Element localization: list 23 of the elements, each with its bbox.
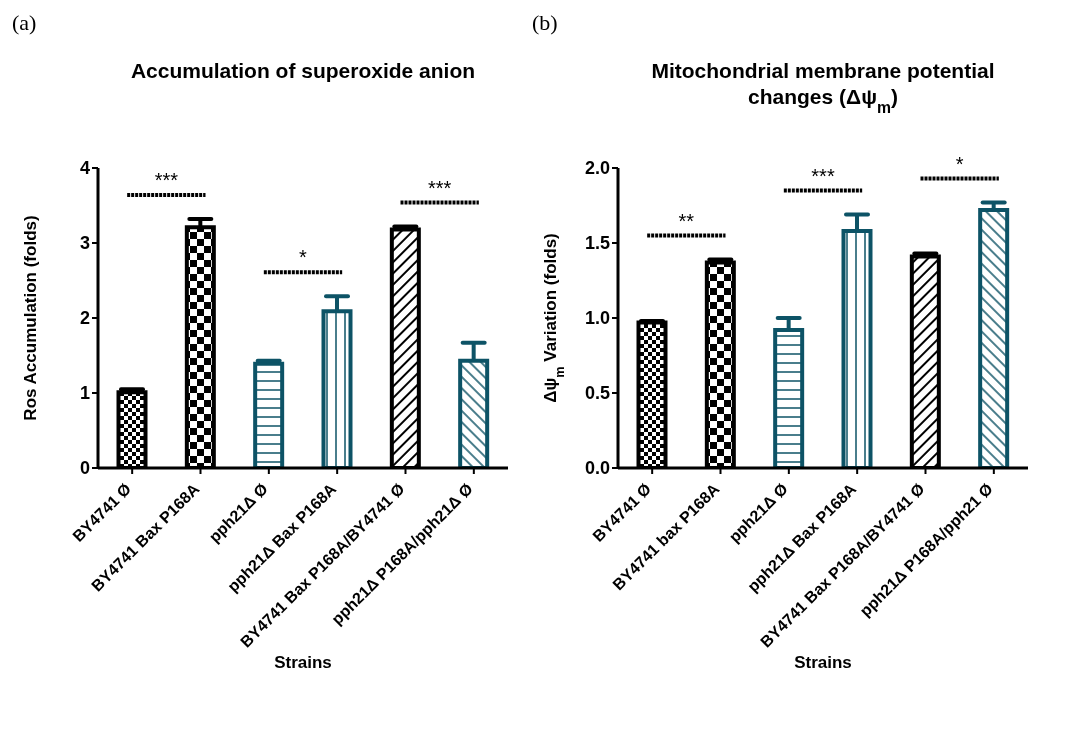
y-tick-label: 1 [79, 383, 90, 404]
annotation: *** [154, 169, 179, 191]
text: (b) [532, 10, 558, 35]
y-tick-label: 1.5 [584, 233, 610, 254]
y-tick-label: 0.0 [584, 458, 610, 479]
x-axis-title: Strains [274, 653, 332, 672]
text: (a) [12, 10, 37, 35]
y-tick-label: 3 [79, 233, 90, 254]
annotation: *** [427, 176, 452, 199]
annotation: * [955, 152, 964, 175]
annotation: *** [811, 164, 835, 187]
y-axis-title: Ros Accumulation (folds) [21, 215, 40, 421]
annotation: * [299, 246, 308, 269]
y-tick-label: 0 [79, 458, 90, 479]
annotation: ** [678, 209, 695, 232]
y-tick-label: 2.0 [584, 158, 610, 179]
y-tick-label: 4 [79, 158, 90, 179]
y-tick-label: 1.0 [584, 308, 610, 329]
chart-title: Accumulation of superoxide anion [130, 59, 476, 82]
y-tick-label: 2 [79, 308, 90, 329]
y-tick-label: 0.5 [584, 383, 610, 404]
x-axis-title: Strains [794, 653, 852, 672]
chart-title: Mitochondrial membrane potential changes (Δψ$_{m}$) [651, 59, 995, 116]
